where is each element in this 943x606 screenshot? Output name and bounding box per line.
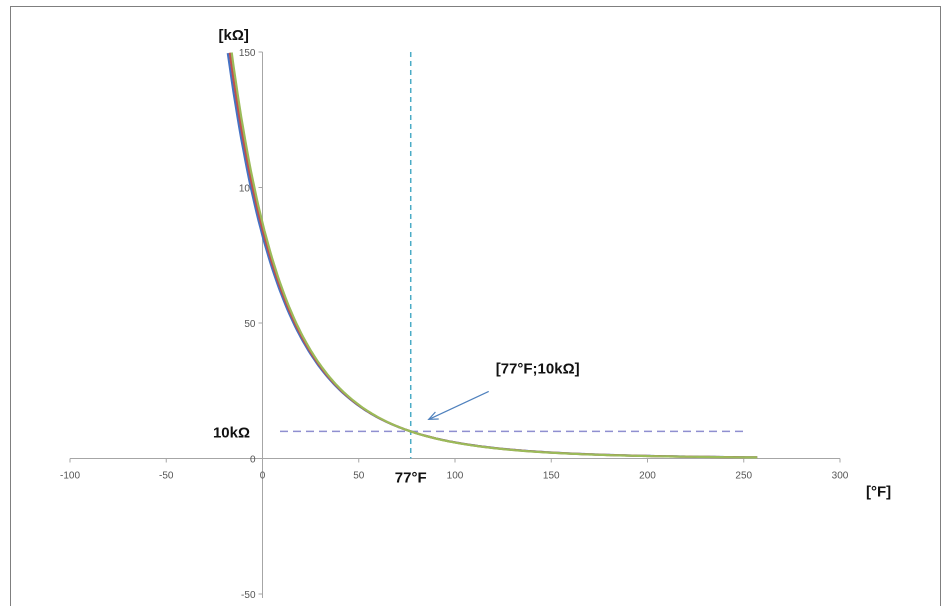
x-marker-label: 77°F	[395, 470, 427, 487]
y-tick-label: 100	[239, 184, 256, 195]
annotation: [77°F;10kΩ]	[427, 360, 580, 421]
x-tick-label: 300	[832, 471, 849, 482]
reference-lines	[280, 52, 746, 459]
y-tick-label: -50	[241, 590, 256, 601]
annotation-label: [77°F;10kΩ]	[496, 360, 580, 377]
y-axis-label: [kΩ]	[219, 27, 249, 44]
series-line-3	[230, 52, 758, 459]
series-line-1	[226, 52, 758, 459]
y-marker-label: 10kΩ	[213, 424, 250, 441]
x-axis-label: [°F]	[866, 484, 891, 501]
x-tick-label: 150	[543, 471, 560, 482]
annotation-arrow	[428, 390, 489, 420]
x-tick-label: -100	[60, 471, 80, 482]
x-tick-label: 0	[260, 471, 266, 482]
x-tick-label: 250	[735, 471, 752, 482]
y-tick-labels: -50 0 50 100 150	[239, 48, 263, 601]
annotation-arrow-head	[427, 411, 439, 421]
series-line-2	[228, 52, 758, 459]
x-tick-label: 100	[447, 471, 464, 482]
y-tick-label: 150	[239, 48, 256, 59]
y-tick-label: 50	[244, 319, 256, 330]
x-tick-label: 50	[353, 471, 365, 482]
axes	[70, 52, 840, 598]
x-tick-labels: -100 -50 0 50 100 150 200 250 300	[60, 458, 849, 482]
x-tick-label: 200	[639, 471, 656, 482]
chart-frame	[10, 6, 941, 606]
x-tick-label: -50	[159, 471, 174, 482]
series-lines	[226, 52, 758, 459]
y-tick-label: 0	[250, 455, 256, 466]
